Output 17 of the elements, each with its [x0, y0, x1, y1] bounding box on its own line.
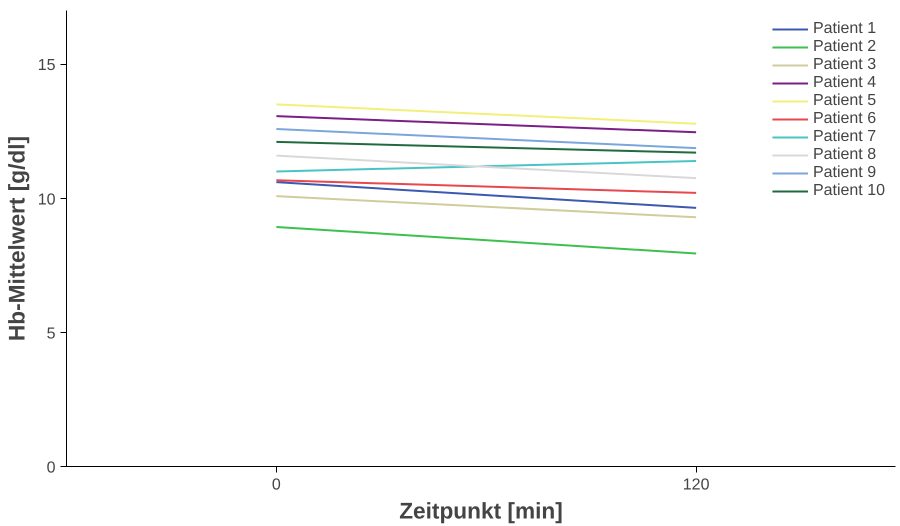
y-tick-label: 0 [46, 460, 56, 476]
y-tick-label: 15 [38, 57, 56, 74]
legend-label: Patient 3 [812, 56, 876, 74]
legend-label: Patient 9 [812, 164, 876, 182]
x-axis-title: Zeitpunkt [min] [399, 498, 563, 524]
y-tick-label: 5 [46, 325, 56, 342]
legend-label: Patient 5 [812, 92, 876, 110]
legend-label: Patient 6 [812, 110, 876, 128]
legend-label: Patient 8 [812, 146, 876, 164]
x-tick-label: 120 [682, 476, 710, 494]
legend-label: Patient 4 [812, 74, 876, 92]
legend-label: Patient 7 [812, 128, 876, 146]
y-tick-label: 10 [38, 191, 56, 208]
legend-label: Patient 1 [812, 20, 876, 38]
legend-label: Patient 2 [812, 38, 876, 56]
y-axis-title: Hb-Mittelwert [g/dl] [4, 136, 30, 342]
legend-label: Patient 10 [812, 182, 885, 200]
